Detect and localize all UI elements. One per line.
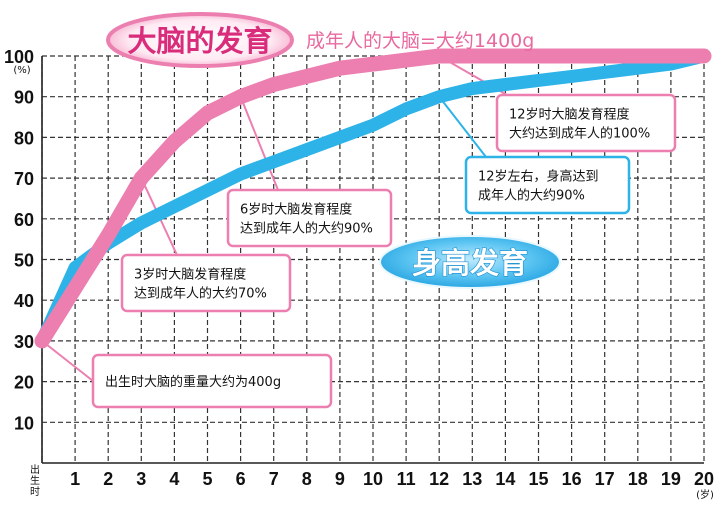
- x-axis-unit: (岁): [696, 488, 714, 501]
- annotation-text: 达到成年人的大约70%: [134, 286, 267, 302]
- annotation-text: 达到成年人的大约90%: [240, 221, 373, 237]
- annotation-box: [120, 253, 292, 313]
- annotation-text: 成年人的大约90%: [478, 188, 585, 204]
- annotation-text: 大约达到成年人的100%: [509, 126, 650, 142]
- annotation-text: 3岁时大脑发育程度: [134, 267, 246, 283]
- brain-series-line: [34, 48, 712, 349]
- annotation-text: 12岁左右，身高达到: [478, 169, 599, 185]
- x-tick-label: 19: [661, 469, 681, 489]
- x-tick-label: 17: [595, 469, 615, 489]
- x-tick-label-birth: 时: [30, 486, 40, 498]
- height-series-label: 身高发育: [412, 246, 528, 280]
- x-tick-label: 5: [202, 469, 212, 489]
- y-tick-label: 80: [14, 128, 34, 148]
- x-tick-label-birth: 生: [30, 474, 40, 487]
- y-tick-label: 50: [14, 251, 34, 271]
- annotation-text: 出生时大脑的重量大约为400g: [105, 374, 281, 390]
- height-badge: 身高发育: [379, 235, 561, 289]
- x-tick-label: 18: [628, 469, 648, 489]
- x-tick-label: 20: [694, 469, 714, 489]
- x-tick-label: 10: [363, 469, 383, 489]
- x-tick-label: 3: [136, 469, 146, 489]
- height-series-line: [35, 49, 711, 348]
- y-tick-label: 70: [14, 169, 34, 189]
- y-tick-label: 40: [14, 291, 34, 311]
- brain-title-badge: 大脑的发育: [106, 12, 294, 68]
- height-badge-oval: [379, 235, 561, 289]
- annotation-text: 6岁时大脑发育程度: [240, 202, 352, 218]
- chart-title: 大脑的发育: [127, 24, 272, 58]
- x-tick-label: 16: [562, 469, 582, 489]
- x-tick-label: 14: [495, 469, 515, 489]
- x-tick-label: 12: [429, 469, 449, 489]
- x-tick-label: 15: [528, 469, 548, 489]
- x-tick-label: 9: [335, 469, 345, 489]
- y-tick-label: 60: [14, 210, 34, 230]
- series-lines: [34, 48, 712, 349]
- x-tick-label: 7: [269, 469, 279, 489]
- chart-subtitle: 成年人的大脑=大约1400g: [306, 30, 534, 52]
- x-tick-label: 11: [397, 469, 416, 489]
- annotation-text: 12岁时大脑发育程度: [509, 107, 630, 123]
- y-tick-label: 20: [14, 373, 34, 393]
- y-tick-label: 100: [4, 47, 34, 67]
- annotation-box: [226, 188, 393, 248]
- x-tick-label: 2: [103, 469, 113, 489]
- y-axis-unit: (%): [13, 65, 30, 76]
- x-tick-label: 6: [236, 469, 246, 489]
- annotation-box: [91, 353, 333, 409]
- annotation-box: [464, 155, 631, 215]
- annotation-leader: [438, 96, 487, 158]
- annotation-box: [495, 93, 677, 153]
- y-tick-label: 10: [14, 413, 34, 433]
- y-tick-label: 90: [14, 88, 34, 108]
- brain-title-oval: [106, 12, 294, 68]
- x-tick-label: 4: [169, 469, 179, 489]
- x-tick-label: 8: [302, 469, 312, 489]
- y-tick-label: 30: [14, 332, 34, 352]
- annotation-leader: [41, 340, 94, 382]
- annotation-leader: [239, 96, 279, 191]
- x-tick-label: 13: [462, 469, 482, 489]
- x-tick-label-birth: 出: [30, 463, 40, 476]
- x-tick-label: 1: [70, 469, 80, 489]
